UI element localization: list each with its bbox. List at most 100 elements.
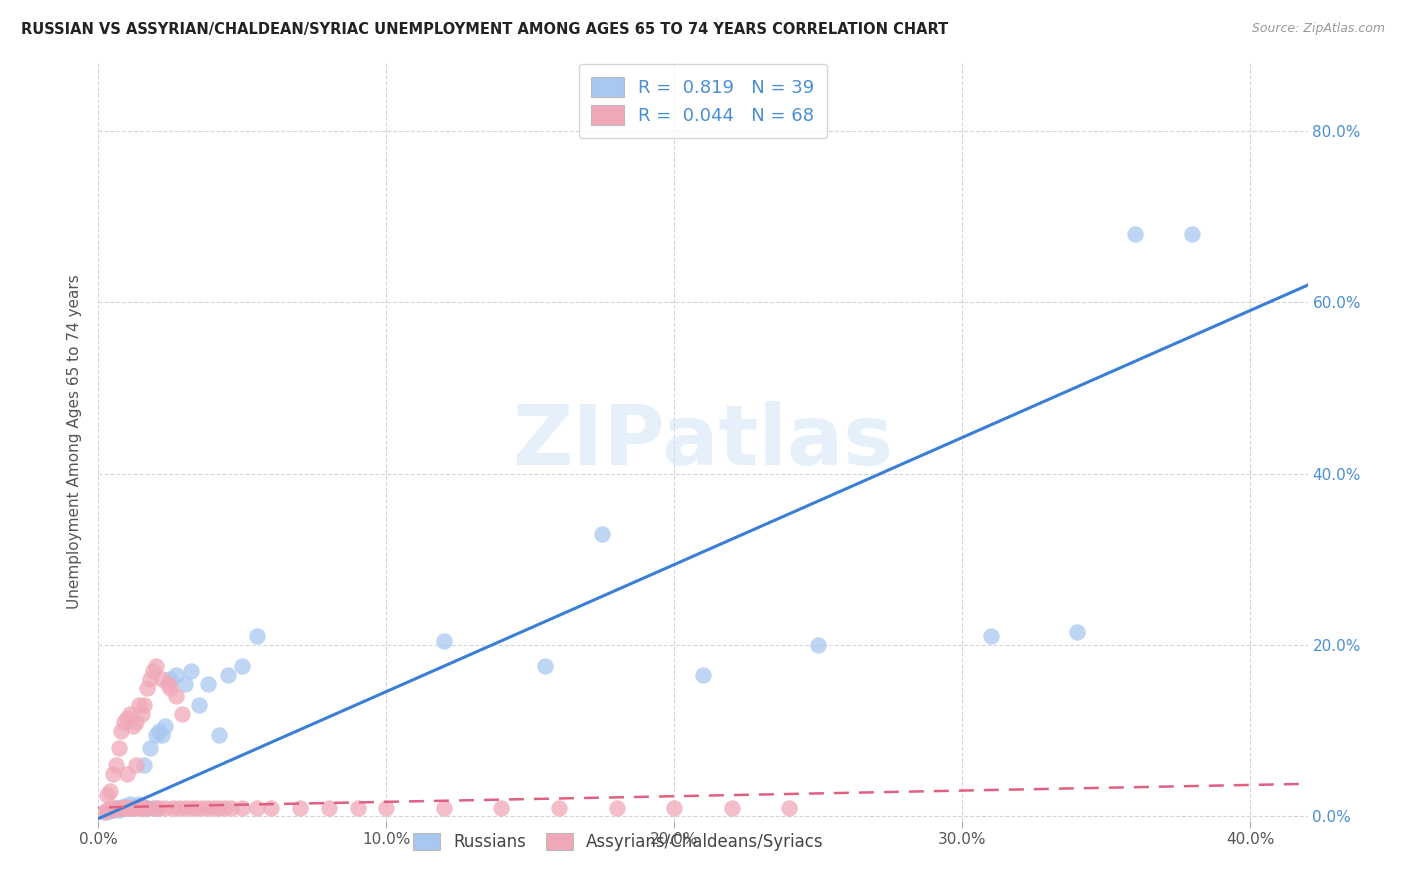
Point xyxy=(104,758,127,772)
Point xyxy=(115,766,138,780)
Point xyxy=(191,801,214,815)
Point xyxy=(107,801,129,815)
Point xyxy=(110,801,132,815)
Point xyxy=(139,740,162,755)
Point xyxy=(217,668,239,682)
Point xyxy=(115,801,138,815)
Point xyxy=(98,801,121,815)
Point xyxy=(197,801,219,815)
Point xyxy=(778,801,800,815)
Point xyxy=(131,799,153,814)
Point xyxy=(104,801,127,815)
Point xyxy=(180,664,202,678)
Point xyxy=(173,801,195,815)
Point xyxy=(136,801,159,815)
Point xyxy=(120,706,142,721)
Point xyxy=(107,803,129,817)
Point xyxy=(692,668,714,682)
Y-axis label: Unemployment Among Ages 65 to 74 years: Unemployment Among Ages 65 to 74 years xyxy=(67,274,83,609)
Point xyxy=(128,797,150,811)
Point xyxy=(664,801,686,815)
Point xyxy=(375,801,398,815)
Point xyxy=(120,797,142,811)
Point xyxy=(112,801,135,815)
Point xyxy=(153,719,176,733)
Point xyxy=(136,801,159,815)
Point xyxy=(136,681,159,695)
Point xyxy=(180,801,202,815)
Point xyxy=(591,526,613,541)
Point xyxy=(159,673,181,687)
Point xyxy=(165,668,187,682)
Point xyxy=(231,801,253,815)
Text: ZIPatlas: ZIPatlas xyxy=(513,401,893,482)
Point xyxy=(125,758,148,772)
Point xyxy=(98,783,121,797)
Point xyxy=(148,723,170,738)
Point xyxy=(122,719,145,733)
Point xyxy=(128,801,150,815)
Point xyxy=(122,801,145,815)
Point xyxy=(491,801,513,815)
Point xyxy=(115,711,138,725)
Point xyxy=(96,803,118,817)
Point xyxy=(148,801,170,815)
Point xyxy=(96,788,118,802)
Point xyxy=(208,801,231,815)
Point xyxy=(134,698,156,712)
Point xyxy=(606,801,628,815)
Point xyxy=(186,801,208,815)
Point xyxy=(170,706,193,721)
Point xyxy=(1066,625,1088,640)
Point xyxy=(162,801,184,815)
Point xyxy=(142,801,165,815)
Point xyxy=(318,801,340,815)
Point xyxy=(246,801,269,815)
Point xyxy=(125,715,148,730)
Point xyxy=(533,659,555,673)
Point xyxy=(433,633,456,648)
Point xyxy=(202,801,225,815)
Point xyxy=(197,676,219,690)
Point xyxy=(104,801,127,815)
Legend: Russians, Assyrians/Chaldeans/Syriacs: Russians, Assyrians/Chaldeans/Syriacs xyxy=(406,826,831,858)
Point xyxy=(110,723,132,738)
Point xyxy=(980,630,1002,644)
Point xyxy=(145,801,167,815)
Point xyxy=(128,698,150,712)
Point xyxy=(134,801,156,815)
Point xyxy=(131,706,153,721)
Point xyxy=(93,805,115,819)
Point xyxy=(1181,227,1204,241)
Point xyxy=(96,805,118,819)
Point xyxy=(548,801,571,815)
Point xyxy=(145,728,167,742)
Point xyxy=(208,728,231,742)
Point xyxy=(122,801,145,815)
Point xyxy=(134,758,156,772)
Point xyxy=(107,740,129,755)
Point xyxy=(112,715,135,730)
Point xyxy=(153,801,176,815)
Point xyxy=(101,803,124,817)
Point xyxy=(112,799,135,814)
Point xyxy=(131,801,153,815)
Point xyxy=(246,630,269,644)
Point xyxy=(167,801,190,815)
Point xyxy=(150,728,173,742)
Point xyxy=(101,766,124,780)
Point xyxy=(142,664,165,678)
Point xyxy=(173,676,195,690)
Point xyxy=(1123,227,1146,241)
Text: RUSSIAN VS ASSYRIAN/CHALDEAN/SYRIAC UNEMPLOYMENT AMONG AGES 65 TO 74 YEARS CORRE: RUSSIAN VS ASSYRIAN/CHALDEAN/SYRIAC UNEM… xyxy=(21,22,948,37)
Point xyxy=(807,638,830,652)
Point xyxy=(115,801,138,815)
Point xyxy=(120,801,142,815)
Point xyxy=(214,801,236,815)
Point xyxy=(150,673,173,687)
Point xyxy=(125,799,148,814)
Point xyxy=(720,801,742,815)
Point xyxy=(288,801,311,815)
Point xyxy=(188,698,211,712)
Point xyxy=(231,659,253,673)
